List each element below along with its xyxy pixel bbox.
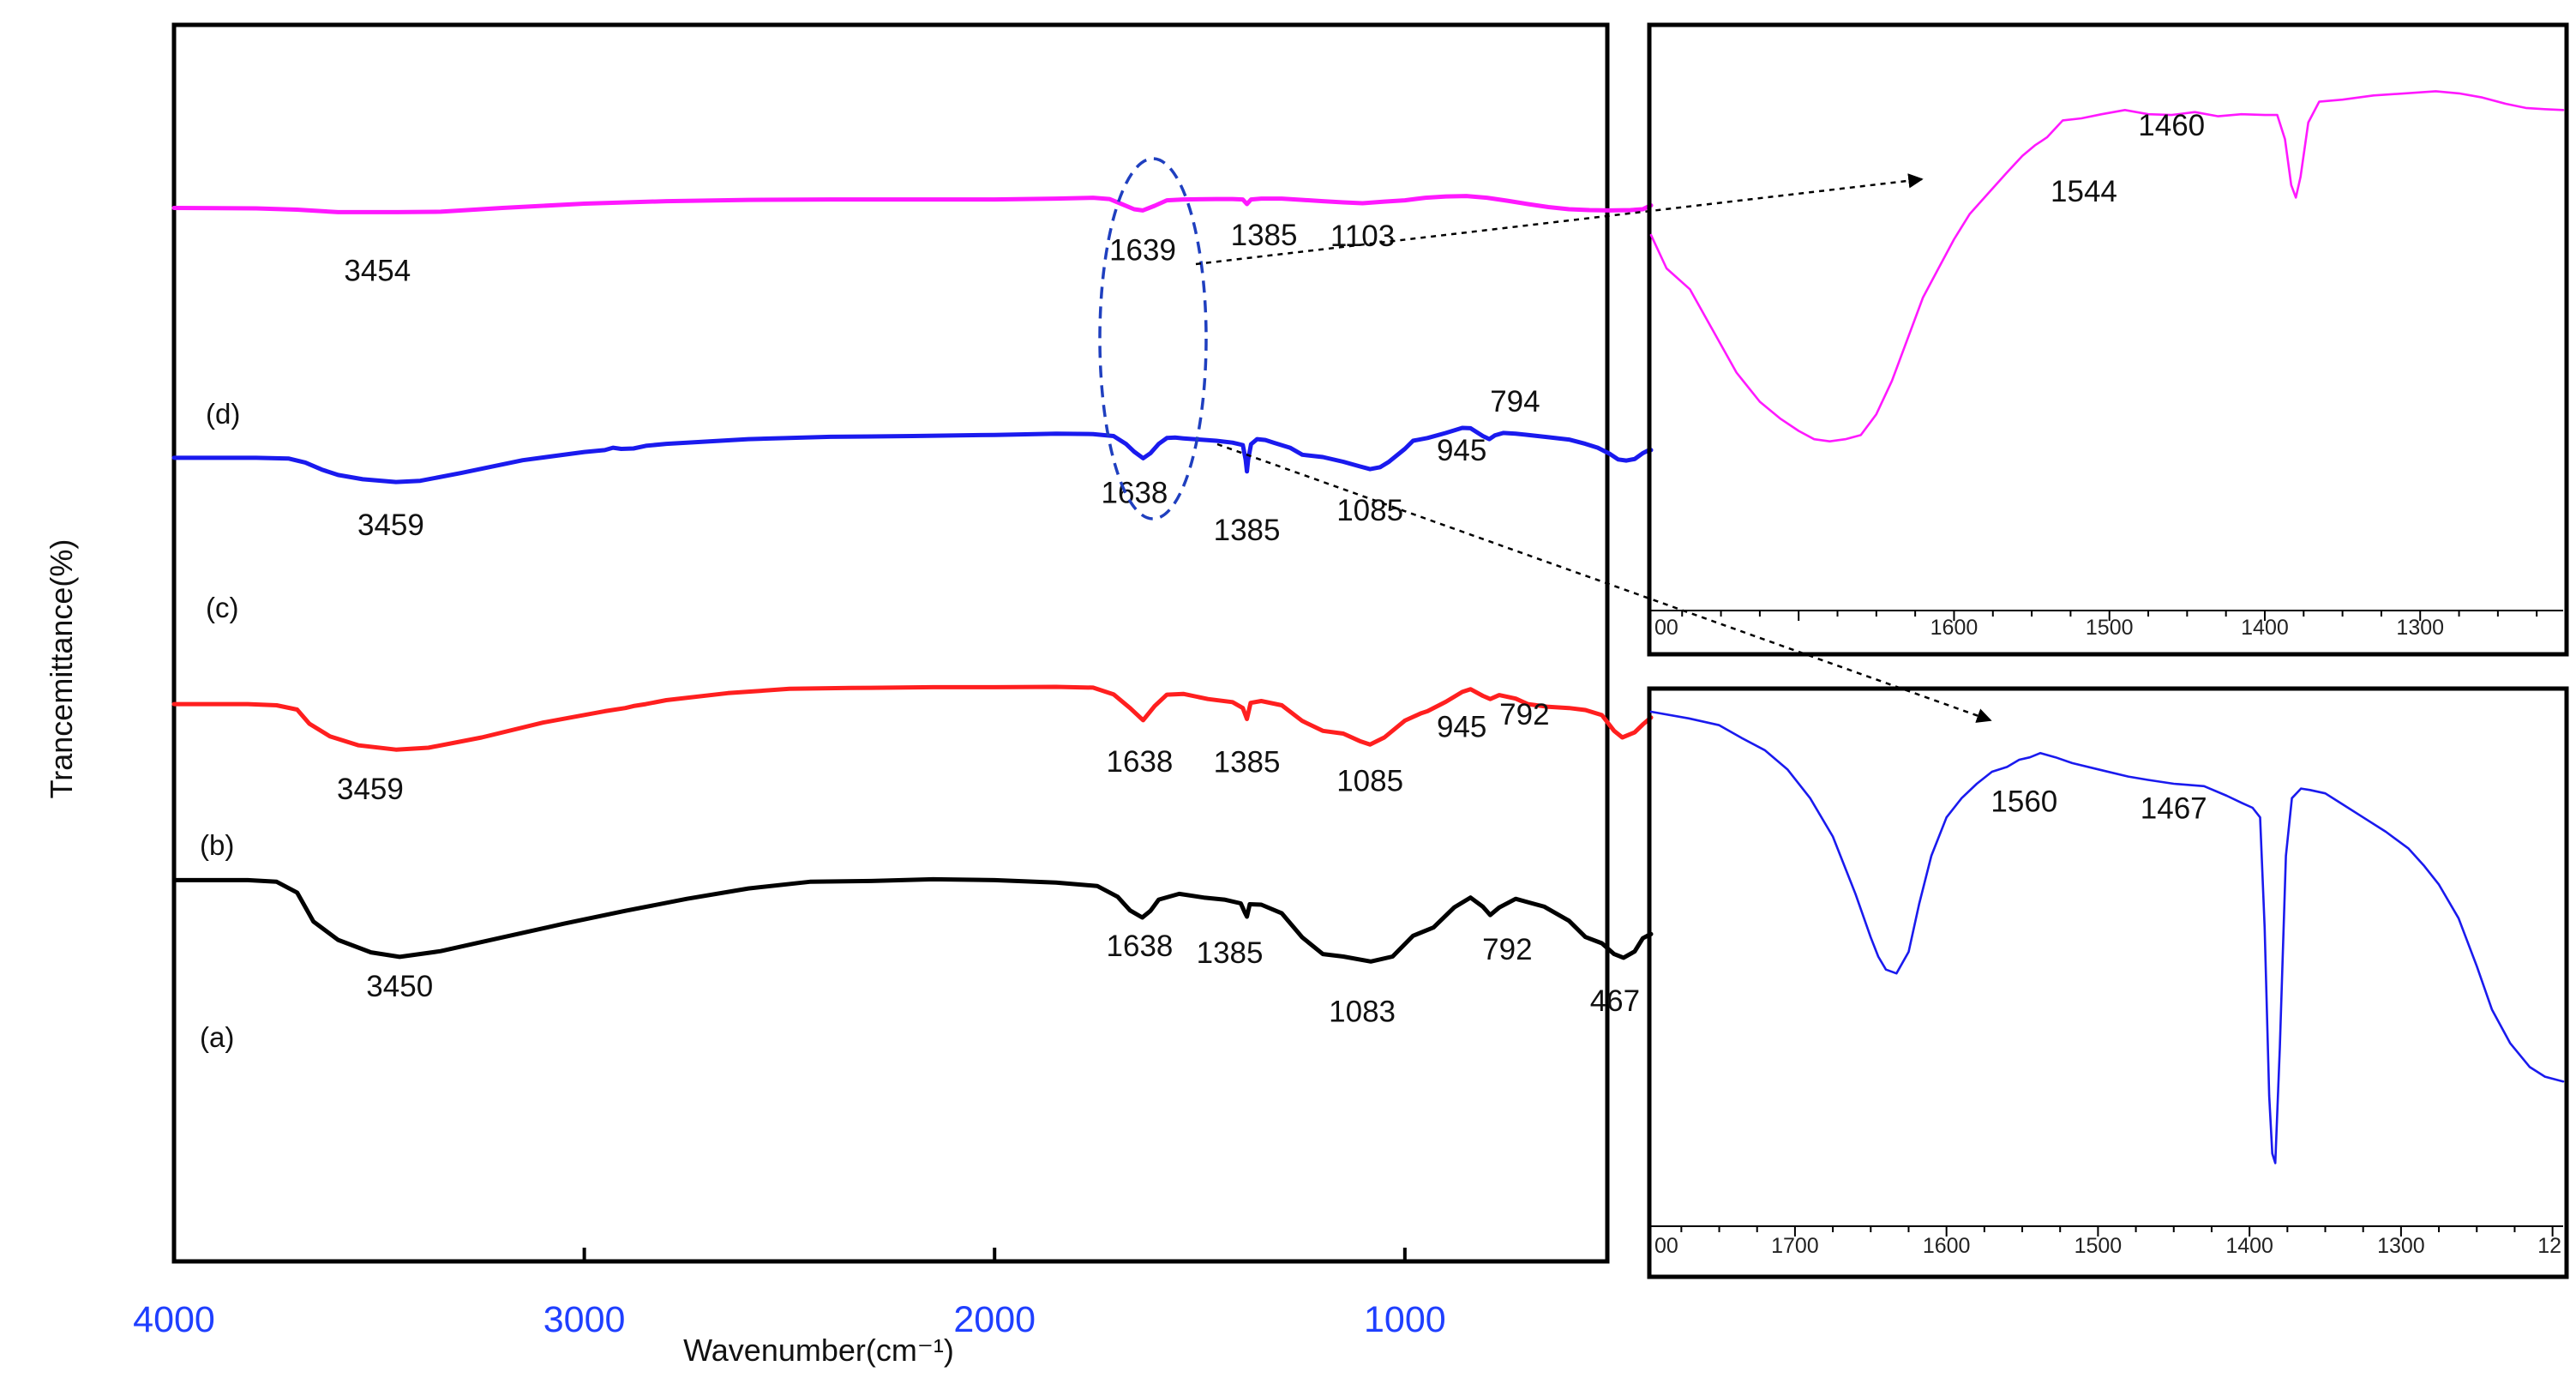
highlight-ellipse — [1098, 157, 1208, 521]
main-x-ticks: 4000 3000 2000 1000 — [133, 1248, 1446, 1340]
inset-c-tick-label-0: 00 — [1654, 1234, 1678, 1258]
main-peak-labels: 3450 1638 1385 1083 792 467 3459 1638 1385 1085 94… — [337, 219, 1640, 1028]
trace-d-zoom — [1649, 90, 2565, 442]
curve-label-a: (a) — [200, 1021, 234, 1053]
x-tick-label-1000: 1000 — [1364, 1299, 1446, 1340]
peak-label-c-1385: 1385 — [1214, 514, 1281, 547]
peak-label-d-zoom-1460: 1460 — [2138, 109, 2205, 142]
inset-c-peak-labels: 1560 1467 — [1991, 785, 2207, 825]
curve-label-c: (c) — [206, 592, 238, 623]
peak-label-c-794: 794 — [1490, 385, 1540, 418]
inset-c-trace — [1649, 710, 2565, 1164]
peak-label-a-1385: 1385 — [1197, 936, 1264, 970]
peak-label-b-792: 792 — [1499, 698, 1549, 731]
peak-label-b-3459: 3459 — [337, 773, 404, 806]
peak-label-a-1638: 1638 — [1107, 930, 1174, 963]
trace-a — [171, 876, 1654, 964]
curve-label-d: (d) — [206, 398, 240, 430]
inset-d-tick-label-4: 1300 — [2396, 616, 2444, 640]
peak-label-d-zoom-1544: 1544 — [2051, 175, 2117, 208]
inset-d-trace — [1649, 90, 2565, 442]
inset-c-tick-label-1: 1700 — [1771, 1234, 1819, 1258]
x-axis-title: Wavenumber(cm⁻¹) — [683, 1333, 954, 1368]
inset-c-tick-label-2: 1600 — [1923, 1234, 1971, 1258]
peak-label-a-792: 792 — [1482, 933, 1532, 966]
inset-c-chart: 00 1700 1600 1500 1400 1300 12 1560 1467 — [1647, 686, 2569, 1279]
inset-d-tick-label-1: 1600 — [1930, 616, 1979, 640]
inset-d-peak-labels: 1544 1460 — [2051, 109, 2205, 208]
x-tick-label-4000: 4000 — [133, 1299, 215, 1340]
peak-label-d-1639: 1639 — [1109, 233, 1176, 267]
inset-d-frame — [1647, 22, 2569, 657]
inset-c-tick-label-6: 12 — [2537, 1234, 2561, 1258]
peak-label-c-zoom-1467: 1467 — [2141, 792, 2207, 826]
inset-d-x-ticks: 00 1600 1500 1400 1300 — [1651, 610, 2563, 640]
callout-arrow-c — [1216, 442, 1992, 723]
y-axis-title: Trancemittance(%) — [44, 539, 79, 799]
x-tick-label-3000: 3000 — [543, 1299, 626, 1340]
main-traces — [171, 194, 1654, 964]
inset-d-tick-label-2: 1500 — [2086, 616, 2134, 640]
peak-label-b-1085: 1085 — [1336, 764, 1403, 797]
inset-d-chart: 00 1600 1500 1400 1300 1544 1460 — [1647, 22, 2569, 657]
inset-c-x-ticks: 00 1700 1600 1500 1400 1300 12 — [1651, 1225, 2563, 1258]
peak-label-b-1638: 1638 — [1107, 745, 1174, 779]
peak-label-c-1638: 1638 — [1102, 476, 1168, 509]
peak-label-a-3450: 3450 — [366, 970, 433, 1003]
callout-arrow-d — [1195, 173, 1924, 266]
trace-b — [171, 684, 1654, 752]
trace-c-zoom — [1649, 710, 2565, 1164]
peak-label-a-467: 467 — [1590, 984, 1640, 1018]
inset-d-tick-label-0: 00 — [1654, 616, 1678, 640]
trace-d — [171, 194, 1654, 214]
inset-c-tick-label-4: 1400 — [2225, 1234, 2273, 1258]
peak-label-c-945: 945 — [1437, 434, 1486, 467]
trace-c — [171, 425, 1654, 484]
peak-label-b-1385: 1385 — [1214, 746, 1281, 779]
inset-c-tick-label-5: 1300 — [2377, 1234, 2425, 1258]
x-tick-label-2000: 2000 — [953, 1299, 1036, 1340]
peak-label-c-zoom-1560: 1560 — [1991, 785, 2057, 818]
inset-c-frame — [1647, 686, 2569, 1279]
inset-d-tick-label-3: 1400 — [2241, 616, 2289, 640]
peak-label-d-3454: 3454 — [344, 254, 411, 287]
peak-label-b-945: 945 — [1437, 710, 1486, 743]
inset-c-tick-label-3: 1500 — [2075, 1234, 2123, 1258]
peak-label-a-1083: 1083 — [1329, 995, 1396, 1028]
curve-label-b: (b) — [200, 829, 234, 861]
peak-label-c-1085: 1085 — [1336, 494, 1403, 527]
peak-label-c-3459: 3459 — [357, 508, 424, 542]
peak-label-d-1385: 1385 — [1231, 219, 1298, 252]
main-plot-frame — [171, 22, 1610, 1264]
